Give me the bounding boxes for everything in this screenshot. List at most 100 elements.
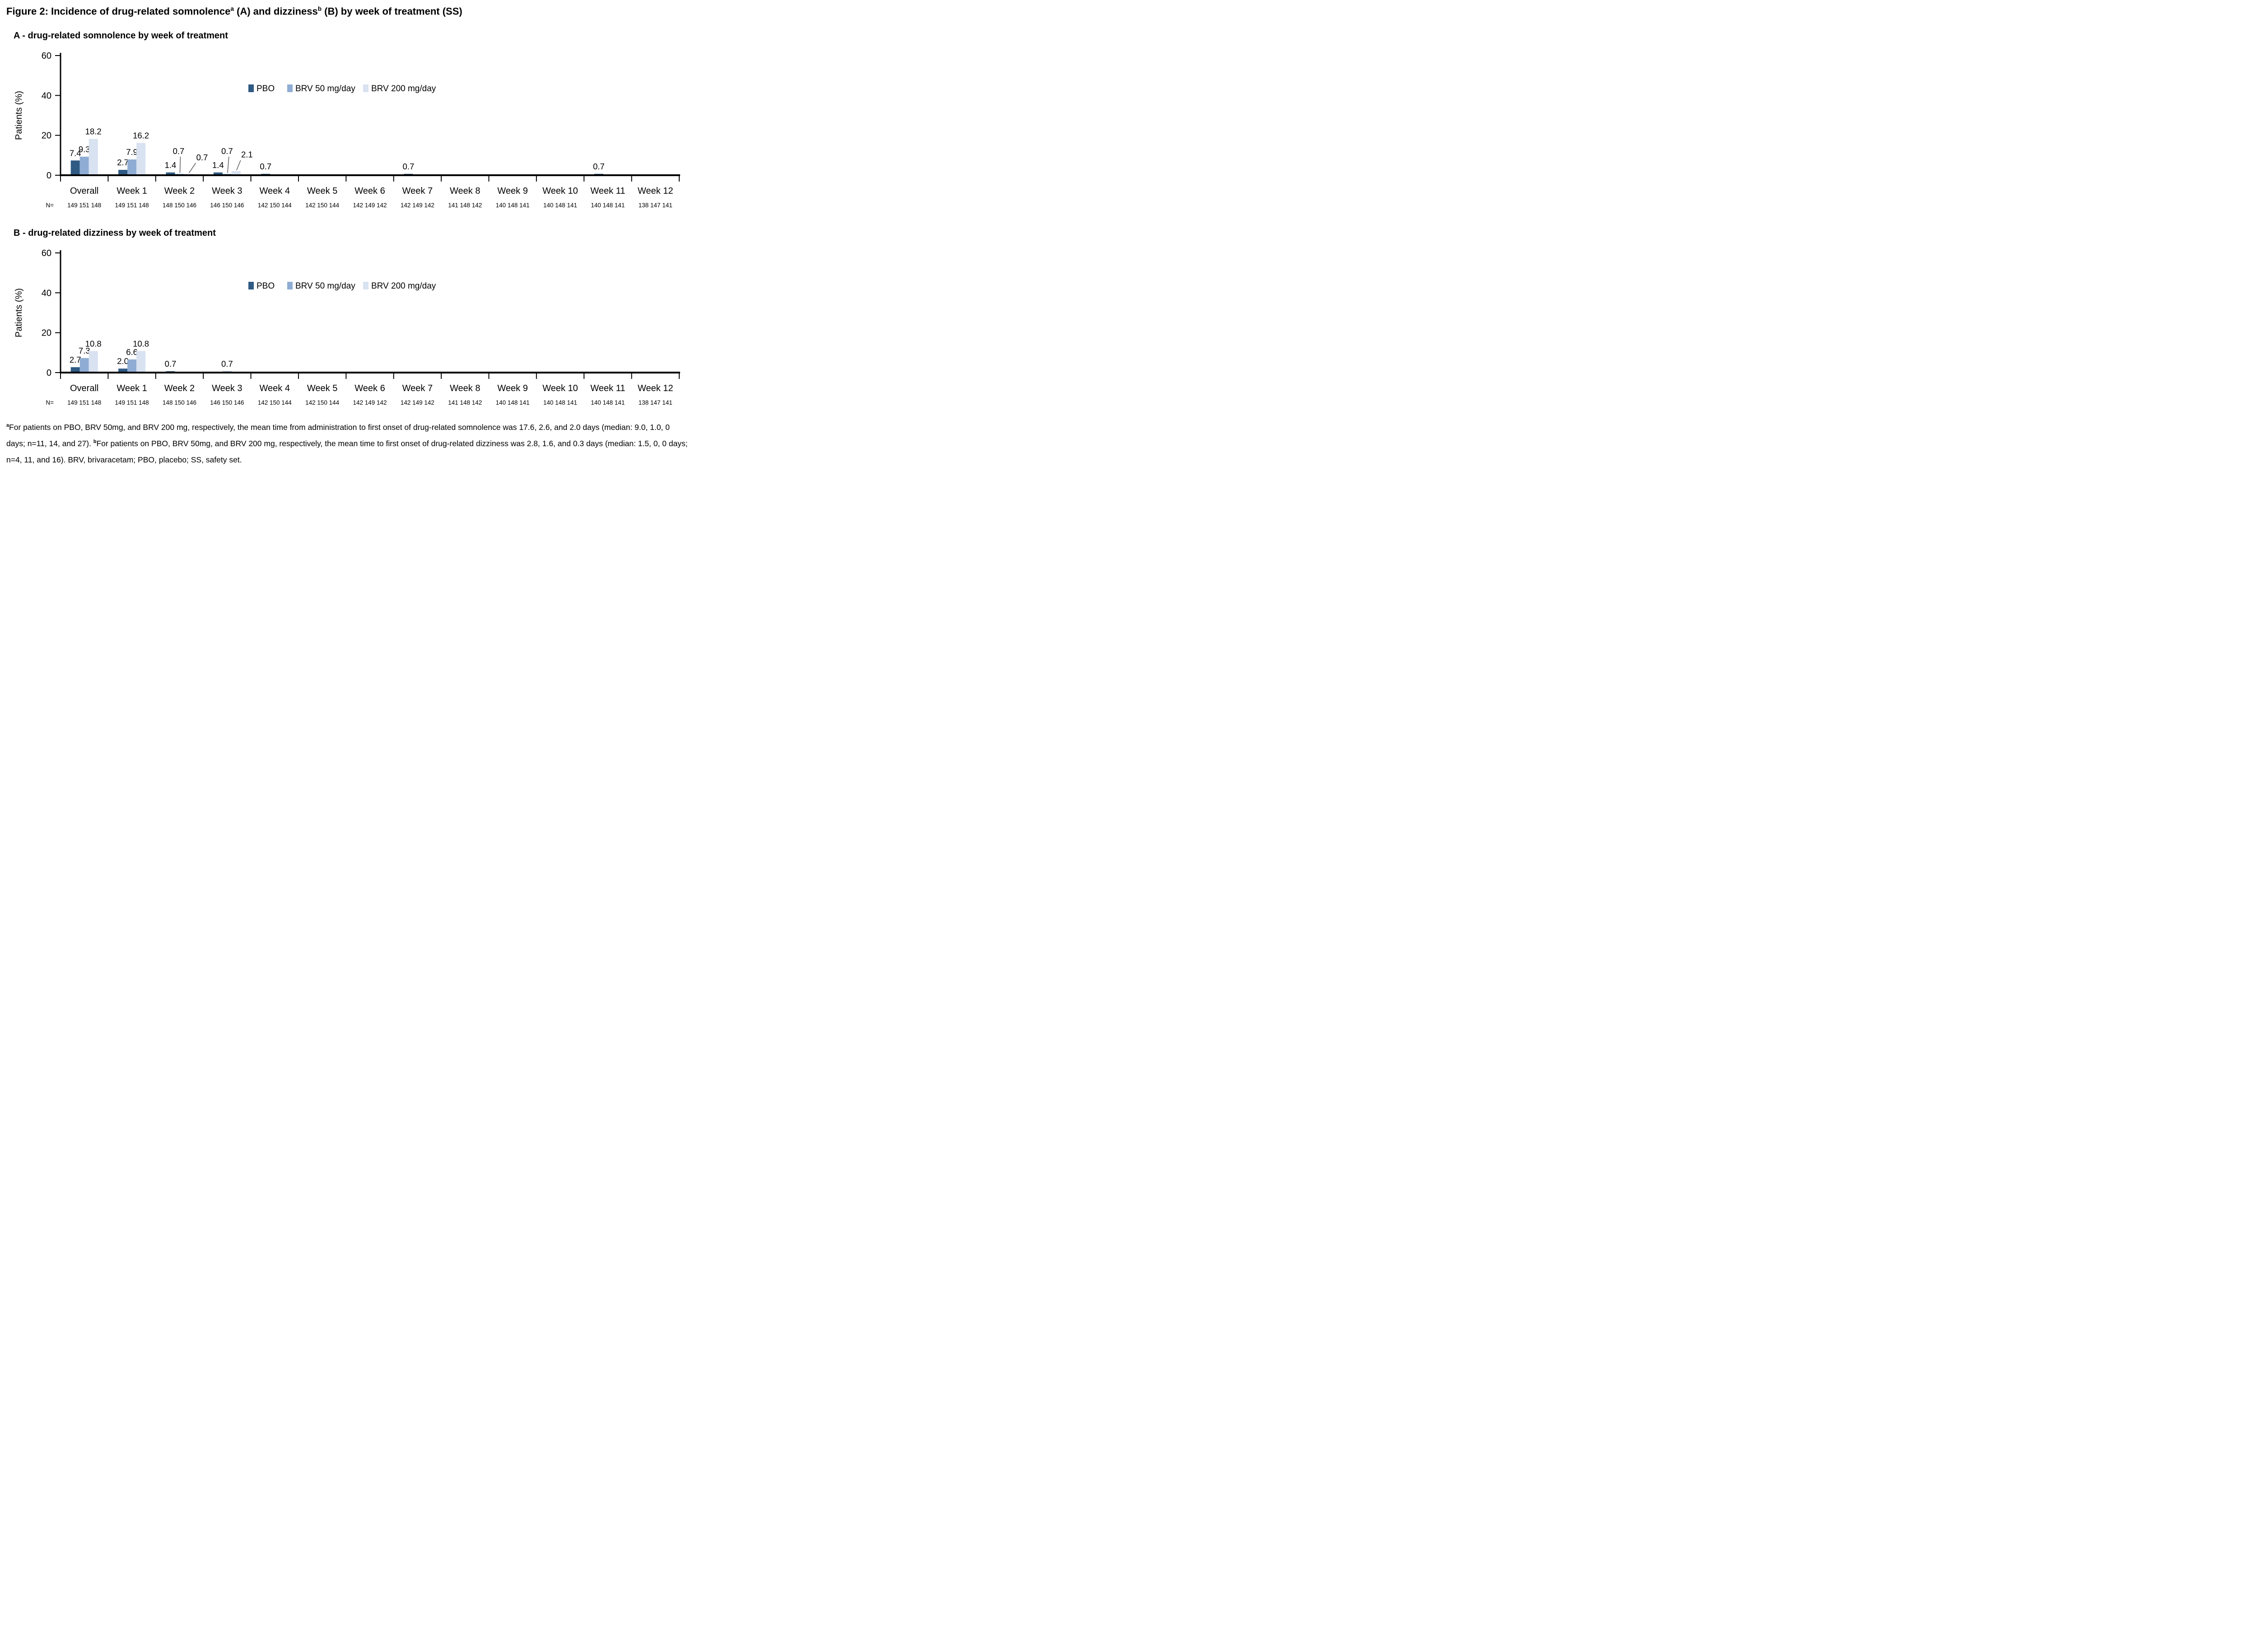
- legend-swatch: [363, 282, 369, 290]
- bar: [127, 359, 137, 373]
- bar: [89, 351, 98, 373]
- footnote-marker-a: a: [6, 423, 9, 429]
- y-tick-label: 20: [42, 328, 51, 338]
- n-value: 141 148 142: [448, 399, 482, 406]
- callout-line: [236, 160, 241, 171]
- n-value: 142 150 144: [305, 202, 340, 209]
- y-axis-title: Patients (%): [14, 91, 24, 140]
- category-label: Overall: [70, 186, 98, 196]
- category-label: Week 5: [307, 186, 337, 196]
- callout-line: [188, 163, 196, 173]
- bar-value-label: 0.7: [221, 146, 233, 156]
- legend-label: BRV 50 mg/day: [295, 84, 355, 93]
- category-label: Week 7: [402, 186, 433, 196]
- category-label: Week 11: [590, 383, 625, 393]
- panel-b-title: B - drug-related dizziness by week of tr…: [14, 228, 216, 238]
- category-label: Overall: [70, 383, 98, 393]
- n-row-label: N=: [46, 399, 54, 406]
- n-value: 142 150 144: [305, 399, 340, 406]
- bar-value-label: 7.3: [79, 346, 90, 355]
- footnote-marker-a: a: [230, 5, 234, 12]
- n-value: 140 148 141: [591, 202, 625, 209]
- y-tick-label: 60: [42, 248, 51, 258]
- bar-value-label: 2.7: [117, 158, 129, 167]
- bar-value-label: 2.1: [241, 150, 253, 159]
- category-label: Week 1: [117, 186, 147, 196]
- bar-value-label: 10.8: [85, 339, 102, 349]
- y-tick-label: 40: [42, 289, 51, 299]
- category-label: Week 9: [497, 383, 527, 393]
- bar-value-label: 0.7: [260, 162, 271, 171]
- bar: [127, 159, 137, 176]
- bar: [89, 139, 98, 176]
- category-label: Week 2: [164, 186, 195, 196]
- n-value: 149 151 148: [67, 202, 101, 209]
- figure-title-text: Figure 2: Incidence of drug-related somn…: [6, 5, 231, 17]
- y-tick-label: 40: [42, 91, 51, 101]
- bar: [118, 369, 128, 373]
- category-label: Week 9: [497, 186, 527, 196]
- legend-swatch: [287, 84, 293, 93]
- legend-label: BRV 50 mg/day: [295, 281, 355, 291]
- category-label: Week 12: [638, 186, 673, 196]
- y-axis-title: Patients (%): [14, 288, 24, 337]
- bar-value-label: 16.2: [133, 131, 149, 140]
- chart-b-canvas: Patients (%)02040602.77.310.8Overall149 …: [14, 248, 680, 406]
- n-value: 149 151 148: [115, 202, 149, 209]
- bar: [213, 173, 223, 176]
- bar-value-label: 0.7: [196, 153, 208, 162]
- n-value: 142 150 144: [258, 202, 292, 209]
- panel-a: A - drug-related somnolence by week of t…: [6, 31, 689, 215]
- footnote-text-b: For patients on PBO, BRV 50mg, and BRV 2…: [6, 439, 688, 465]
- n-value: 149 151 148: [67, 399, 101, 406]
- y-tick-label: 20: [42, 131, 51, 141]
- figure-title: Figure 2: Incidence of drug-related somn…: [6, 5, 689, 17]
- legend-label: BRV 200 mg/day: [371, 281, 436, 291]
- n-value: 142 149 142: [353, 399, 387, 406]
- bar-value-label: 0.7: [593, 162, 605, 171]
- bar: [231, 171, 241, 176]
- bar: [70, 160, 80, 176]
- bar: [136, 351, 146, 373]
- footnote-text-a: For patients on PBO, BRV 50mg, and BRV 2…: [6, 423, 670, 448]
- y-tick-label: 60: [42, 51, 51, 61]
- bar-value-label: 0.7: [221, 359, 233, 369]
- legend-swatch: [248, 84, 254, 93]
- figure-title-text: (B) by week of treatment (SS): [322, 5, 462, 17]
- category-label: Week 12: [638, 383, 673, 393]
- category-label: Week 3: [212, 383, 242, 393]
- n-row-label: N=: [46, 202, 54, 209]
- category-label: Week 2: [164, 383, 195, 393]
- bar-value-label: 6.6: [126, 347, 138, 357]
- legend-swatch: [248, 282, 254, 290]
- category-label: Week 6: [355, 186, 385, 196]
- n-value: 140 148 141: [496, 399, 530, 406]
- figure-title-text: (A) and dizziness: [233, 5, 318, 17]
- n-value: 138 147 141: [639, 399, 672, 406]
- category-label: Week 8: [450, 186, 480, 196]
- n-value: 149 151 148: [115, 399, 149, 406]
- bar-value-label: 0.7: [165, 359, 177, 369]
- legend-label: PBO: [257, 84, 275, 93]
- bar-value-label: 18.2: [85, 127, 102, 136]
- legend-swatch: [287, 282, 293, 290]
- n-value: 148 150 146: [163, 202, 196, 209]
- bar: [79, 157, 89, 176]
- bar-value-label: 1.4: [165, 160, 177, 170]
- bar: [79, 358, 89, 373]
- category-label: Week 10: [542, 383, 578, 393]
- category-label: Week 10: [542, 186, 578, 196]
- panel-b: B - drug-related dizziness by week of tr…: [6, 228, 689, 412]
- n-value: 140 148 141: [496, 202, 530, 209]
- category-label: Week 6: [355, 383, 385, 393]
- n-value: 142 150 144: [258, 399, 292, 406]
- bar-value-label: 2.7: [70, 355, 81, 364]
- bar-value-label: 0.7: [403, 162, 415, 171]
- legend-label: BRV 200 mg/day: [371, 84, 436, 93]
- bar-value-label: 7.4: [70, 149, 81, 158]
- n-value: 142 149 142: [401, 202, 434, 209]
- legend-swatch: [363, 84, 369, 93]
- n-value: 142 149 142: [401, 399, 434, 406]
- n-value: 146 150 146: [210, 399, 244, 406]
- chart-a-canvas: Patients (%) 0 20 40 60 7.49.3 18.2 Overall 149 …: [14, 51, 680, 209]
